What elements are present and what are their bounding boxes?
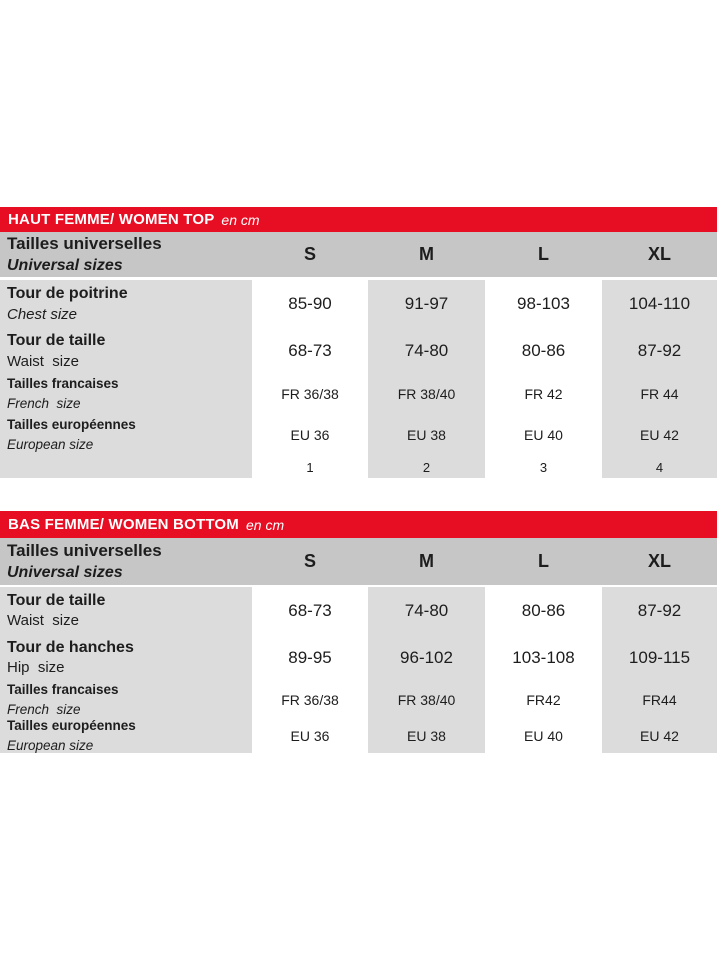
- row-label-fr: Tailles européennes: [7, 416, 136, 432]
- value-cell: 68-73: [252, 328, 368, 374]
- women-top-body: Tour de poitrine Chest size 85-90 91-97 …: [0, 280, 717, 478]
- size-header-s: S: [303, 244, 316, 264]
- women-bottom-body: Tour de taille Waist size 68-73 74-80 80…: [0, 587, 717, 753]
- header-label-fr: Tailles universelles: [7, 541, 162, 560]
- value-cell: 91-97: [368, 280, 485, 328]
- value-cell: FR 38/40: [368, 374, 485, 414]
- table-row: Tailles francaises French size FR 36/38 …: [0, 681, 717, 719]
- header-label-cell: Tailles universelles Universal sizes: [0, 538, 252, 585]
- row-label-cell: Tour de taille Waist size: [0, 328, 252, 374]
- value-cell: EU 40: [485, 414, 602, 456]
- row-label-fr: Tour de taille: [7, 332, 106, 350]
- women-top-title-bar: HAUT FEMME/ WOMEN TOP en cm: [0, 207, 717, 232]
- value-cell: EU 38: [368, 719, 485, 753]
- table-row: Tailles francaises French size FR 36/38 …: [0, 374, 717, 414]
- row-label-fr: Tour de taille: [7, 591, 106, 609]
- value-cell: 80-86: [485, 328, 602, 374]
- row-label-en: European size: [7, 738, 94, 753]
- table-row: Tailles européennes European size EU 36 …: [0, 414, 717, 456]
- value-cell: 103-108: [485, 634, 602, 681]
- size-header-row: Tailles universelles Universal sizes S M…: [0, 538, 717, 585]
- header-label-en: Universal sizes: [7, 257, 123, 274]
- header-body-gap: [0, 585, 717, 587]
- size-header-s: S: [303, 551, 316, 571]
- value-cell: FR 36/38: [252, 681, 368, 719]
- value-cell: EU 36: [252, 414, 368, 456]
- table-row: Tour de taille Waist size 68-73 74-80 80…: [0, 328, 717, 374]
- row-label-cell: [0, 456, 252, 478]
- value-cell: EU 36: [252, 719, 368, 753]
- row-label-fr: Tour de poitrine: [7, 285, 128, 303]
- row-label-fr: Tailles européennes: [7, 717, 136, 733]
- table-row: Tailles européennes European size EU 36 …: [0, 717, 717, 753]
- table-title: BAS FEMME/ WOMEN BOTTOM: [8, 516, 239, 533]
- size-header-l: L: [538, 244, 549, 264]
- header-label-fr: Tailles universelles: [7, 234, 162, 253]
- value-cell: 3: [485, 456, 602, 478]
- row-label-cell: Tailles francaises French size: [0, 681, 252, 719]
- size-header-xl: XL: [647, 244, 671, 264]
- value-cell: FR42: [485, 681, 602, 719]
- value-cell: 4: [602, 456, 717, 478]
- row-label-cell: Tour de taille Waist size: [0, 587, 252, 634]
- value-cell: 104-110: [602, 280, 717, 328]
- row-label-en: Hip size: [7, 659, 65, 677]
- value-cell: FR44: [602, 681, 717, 719]
- women-bottom-title-bar: BAS FEMME/ WOMEN BOTTOM en cm: [0, 511, 717, 538]
- size-header-m: M: [419, 551, 434, 571]
- value-cell: 96-102: [368, 634, 485, 681]
- value-cell: 89-95: [252, 634, 368, 681]
- value-cell: 87-92: [602, 587, 717, 634]
- table-row: Tour de hanches Hip size 89-95 96-102 10…: [0, 634, 717, 681]
- value-cell: 87-92: [602, 328, 717, 374]
- value-cell: 74-80: [368, 587, 485, 634]
- value-cell: 74-80: [368, 328, 485, 374]
- row-label-cell: Tour de hanches Hip size: [0, 634, 252, 681]
- row-label-fr: Tailles francaises: [7, 375, 119, 391]
- row-label-en: Waist size: [7, 612, 79, 630]
- row-label-cell: Tailles européennes European size: [0, 414, 252, 456]
- row-label-fr: Tailles francaises: [7, 681, 119, 697]
- header-body-gap: [0, 277, 717, 280]
- table-row-size-index: 1 2 3 4: [0, 456, 717, 478]
- size-header-l: L: [538, 551, 549, 571]
- value-cell: FR 36/38: [252, 374, 368, 414]
- row-label-cell: Tailles européennes European size: [0, 717, 252, 753]
- row-label-en: European size: [7, 437, 94, 452]
- value-cell: 68-73: [252, 587, 368, 634]
- table-title-unit: en cm: [221, 211, 260, 228]
- value-cell: EU 40: [485, 719, 602, 753]
- size-header-xl: XL: [647, 551, 671, 571]
- value-cell: 1: [252, 456, 368, 478]
- header-label-en: Universal sizes: [7, 564, 123, 581]
- row-label-cell: Tailles francaises French size: [0, 374, 252, 414]
- size-header-row: Tailles universelles Universal sizes S M…: [0, 232, 717, 277]
- header-label-cell: Tailles universelles Universal sizes: [0, 232, 252, 277]
- row-label-cell: Tour de poitrine Chest size: [0, 280, 252, 328]
- row-label-en: Waist size: [7, 352, 79, 370]
- value-cell: FR 38/40: [368, 681, 485, 719]
- row-label-en: French size: [7, 702, 81, 717]
- women-top-table: HAUT FEMME/ WOMEN TOP en cm Tailles univ…: [0, 207, 717, 478]
- value-cell: 109-115: [602, 634, 717, 681]
- value-cell: 80-86: [485, 587, 602, 634]
- size-header-m: M: [419, 244, 434, 264]
- table-row: Tour de poitrine Chest size 85-90 91-97 …: [0, 280, 717, 328]
- row-label-en: French size: [7, 396, 81, 411]
- value-cell: EU 42: [602, 719, 717, 753]
- row-label-en: Chest size: [7, 305, 78, 323]
- value-cell: FR 44: [602, 374, 717, 414]
- table-row: Tour de taille Waist size 68-73 74-80 80…: [0, 587, 717, 634]
- row-label-fr: Tour de hanches: [7, 638, 134, 656]
- value-cell: 2: [368, 456, 485, 478]
- value-cell: EU 38: [368, 414, 485, 456]
- table-title-unit: en cm: [245, 516, 285, 533]
- value-cell: 98-103: [485, 280, 602, 328]
- women-bottom-table: BAS FEMME/ WOMEN BOTTOM en cm Tailles un…: [0, 511, 717, 753]
- value-cell: 85-90: [252, 280, 368, 328]
- table-title: HAUT FEMME/ WOMEN TOP: [8, 211, 215, 228]
- value-cell: EU 42: [602, 414, 717, 456]
- value-cell: FR 42: [485, 374, 602, 414]
